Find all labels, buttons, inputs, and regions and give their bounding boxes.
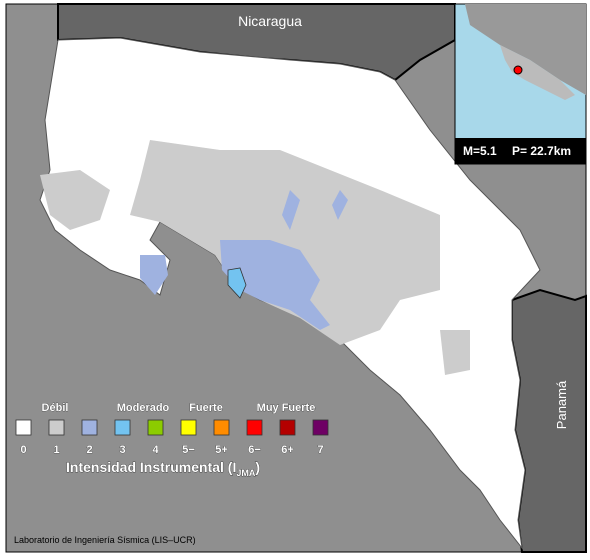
legend-label: 6+ — [281, 444, 294, 456]
legend-swatch — [15, 419, 32, 436]
legend-label: 5− — [182, 444, 195, 456]
intensity-1-zone — [40, 170, 110, 230]
inset-land — [465, 4, 586, 95]
legend-label: 5+ — [215, 444, 228, 456]
legend-swatch — [180, 419, 197, 436]
legend-label: 6− — [248, 444, 261, 456]
country-label: Panamá — [554, 380, 569, 429]
legend-group: Fuerte — [189, 402, 223, 414]
legend-label: 3 — [119, 444, 125, 456]
legend-title-end: ) — [255, 459, 260, 475]
legend-swatch — [246, 419, 263, 436]
intensity-2-zone — [220, 240, 330, 330]
legend-swatch — [114, 419, 131, 436]
country-label: Nicaragua — [238, 13, 302, 29]
legend-title: Intensidad Instrumental (IJMA) — [66, 459, 260, 478]
legend: Débil Moderado Fuerte Muy Fuerte Intensi… — [15, 402, 329, 478]
legend-swatch — [279, 419, 296, 436]
epicenter — [513, 65, 523, 75]
legend-label: 2 — [86, 444, 92, 456]
legend-label: 7 — [317, 444, 323, 456]
intensity-2-zone — [332, 190, 348, 220]
legend-group: Muy Fuerte — [257, 402, 316, 414]
intensity-1-zone — [440, 330, 470, 375]
legend-label: 0 — [20, 444, 26, 456]
legend-swatch — [147, 419, 164, 436]
legend-group: Moderado — [117, 402, 170, 414]
legend-title-text: Intensidad Instrumental (I — [66, 459, 236, 475]
legend-swatch — [213, 419, 230, 436]
legend-swatch — [48, 419, 65, 436]
legend-swatch — [312, 419, 329, 436]
inset-depth: P= 22.7km — [512, 144, 571, 158]
inset-land — [500, 45, 575, 100]
intensity-1-zone — [130, 140, 440, 345]
legend-title-sub: JMA — [236, 468, 256, 478]
intensity-3-zone — [227, 267, 247, 299]
legend-swatch — [81, 419, 98, 436]
legend-group: Débil — [42, 402, 69, 414]
intensity-2-zone — [140, 255, 168, 295]
panama-land — [511, 288, 587, 553]
legend-label: 4 — [152, 444, 159, 456]
credit: Laboratorio de Ingeniería Sísmica (LIS–U… — [14, 535, 196, 545]
intensity-2-zone — [282, 190, 300, 230]
inset-bar — [455, 138, 586, 164]
inset-magnitude: M=5.1 — [463, 144, 497, 158]
legend-label: 1 — [53, 444, 59, 456]
